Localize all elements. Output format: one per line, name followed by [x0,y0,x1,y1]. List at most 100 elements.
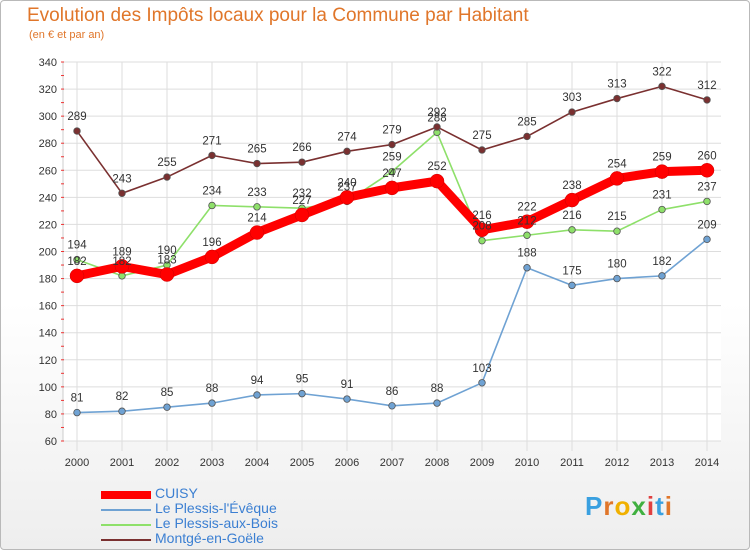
data-label: 303 [562,92,581,104]
data-point [253,203,261,211]
chart-title: Evolution des Impôts locaux pour la Comm… [27,5,529,26]
x-tick-label: 2006 [335,457,359,469]
axes: 60 80 100 120 140 160 180 200 220 240 260 280 300 320… [39,57,720,469]
y-tick-label: 140 [39,328,57,340]
data-point [384,180,400,196]
data-point [519,214,535,229]
data-label: 279 [382,125,401,137]
legend-swatch [101,509,151,511]
y-tick-label: 220 [39,219,57,231]
data-label: 259 [382,152,401,164]
data-label: 91 [341,379,354,391]
legend-label: Montgé-en-Goële [155,530,264,546]
data-point [564,192,580,208]
y-tick-label: 80 [45,409,57,421]
data-point [523,132,531,141]
y-tick-label: 280 [39,138,57,150]
data-point [339,190,355,205]
logo-letter: r [603,491,615,521]
logo-letter: x [631,491,647,521]
data-point [208,399,216,407]
data-point [568,226,576,234]
data-label: 255 [157,157,176,169]
data-point [703,96,711,104]
data-label: 88 [206,383,219,395]
proxiti-logo: Proxiti [585,491,673,522]
data-label: 86 [386,386,399,398]
data-label: 260 [697,150,716,162]
data-point [388,167,396,176]
data-label: 183 [157,255,176,267]
data-label: 85 [161,387,174,399]
legend-swatch [101,491,151,499]
x-tick-label: 2007 [380,457,404,469]
data-label: 175 [562,265,581,277]
data-label: 289 [67,111,86,123]
legend-label: Le Plessis-aux-Bois [155,515,278,531]
data-label: 94 [251,375,264,387]
data-label: 182 [112,256,131,268]
data-label: 95 [296,374,309,386]
data-point [433,399,441,407]
logo-letter: o [614,491,632,521]
data-point [253,159,261,168]
chart-subtitle: (en € et par an) [29,29,105,41]
x-tick-label: 2011 [560,457,584,469]
data-point [208,151,216,160]
logo-letter: i [646,491,656,521]
data-label: 212 [517,215,536,227]
data-label: 189 [112,246,131,258]
data-label: 313 [607,79,626,91]
data-label: 208 [472,221,491,233]
data-point [69,268,85,284]
data-label: 266 [292,142,311,154]
data-label: 88 [431,383,444,395]
data-label: 190 [157,245,176,257]
data-point [568,108,576,116]
data-point [568,281,576,290]
data-label: 288 [427,112,446,124]
y-tick-label: 180 [39,274,57,286]
data-label: 322 [652,66,671,78]
data-label: 237 [697,181,716,193]
data-label: 214 [247,213,267,225]
data-point [118,407,126,415]
data-point [114,259,130,274]
data-label: 259 [652,152,671,164]
data-point [163,403,171,411]
x-tick-label: 2008 [425,457,449,469]
data-label: 274 [337,131,357,143]
data-label: 292 [427,107,446,119]
y-tick-label: 160 [39,301,57,313]
x-tick-label: 2009 [470,457,494,469]
data-point [429,173,445,189]
data-label: 237 [337,181,356,193]
data-label: 227 [292,195,311,207]
data-label: 271 [202,135,221,147]
data-point [73,255,81,264]
data-point [73,127,81,135]
data-point [118,189,126,197]
data-point [343,147,351,156]
data-point [613,274,621,283]
data-point [253,391,261,399]
data-point [478,379,486,387]
data-point [478,146,486,154]
data-point [433,123,441,131]
data-label: 180 [607,259,626,271]
data-label: 232 [292,188,311,200]
data-point [613,227,621,235]
data-label: 188 [517,248,536,260]
series-layer [69,82,715,417]
data-label: 216 [562,210,581,222]
data-label: 215 [607,211,626,223]
data-point [609,171,625,186]
data-label: 182 [67,256,86,268]
legend-swatch [101,539,151,541]
data-point [343,395,351,403]
y-tick-label: 320 [39,84,57,96]
x-tick-label: 2003 [200,457,224,469]
data-point [523,264,531,272]
data-label: 252 [427,161,446,173]
data-point [163,173,171,181]
